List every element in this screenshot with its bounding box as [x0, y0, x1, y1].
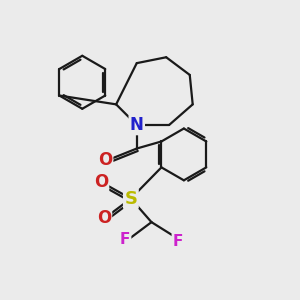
Text: N: N: [130, 116, 144, 134]
Text: F: F: [173, 234, 183, 249]
Text: S: S: [124, 190, 137, 208]
Text: O: O: [98, 151, 112, 169]
Text: O: O: [94, 173, 108, 191]
Text: O: O: [97, 209, 111, 227]
Text: F: F: [120, 232, 130, 247]
